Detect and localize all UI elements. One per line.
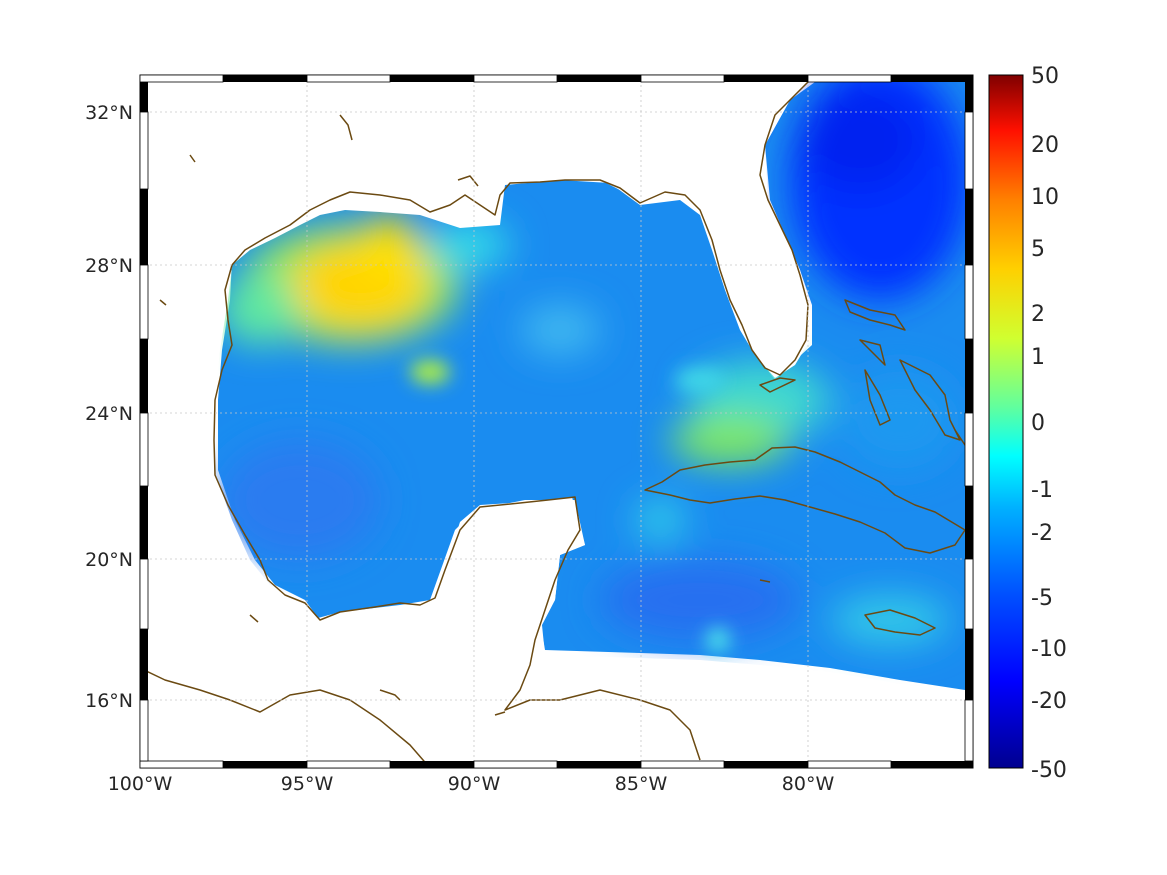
coastline-bahamas: [759, 299, 961, 441]
colorbar-label: 20: [1031, 133, 1059, 158]
gridlines: [140, 75, 973, 768]
coastline-gulf: [213, 75, 816, 761]
lon-tick-label: 90°W: [448, 773, 501, 795]
coastlines: [140, 75, 973, 768]
colorbar-label: 5: [1031, 237, 1045, 262]
data-field: [218, 75, 970, 690]
lat-tick-label: 24°N: [85, 403, 133, 425]
frame-right: [964, 82, 974, 762]
land: [140, 75, 973, 768]
lat-tick-label: 28°N: [85, 255, 133, 277]
colorbar-labels: 50 20 10 5 2 1 0 -1 -2 -5 -10 -20 -50: [1031, 64, 1067, 783]
land-north-america: [140, 75, 973, 768]
colorbar-label: -5: [1031, 586, 1053, 611]
lat-tick-label: 32°N: [85, 102, 133, 124]
lat-tick-label: 20°N: [85, 549, 133, 571]
frame-left: [139, 82, 149, 762]
frame-bottom: [139, 760, 973, 769]
colorbar-label: 50: [1031, 64, 1059, 89]
coastline-cuba: [644, 446, 966, 554]
lon-tick-label: 95°W: [281, 773, 334, 795]
coastline-central-america-pacific: [140, 667, 431, 768]
colorbar-label: -10: [1031, 637, 1067, 662]
colorbar-label: -2: [1031, 521, 1053, 546]
colorbar-label: -1: [1031, 478, 1053, 503]
coastline-jamaica: [864, 609, 936, 636]
lon-tick-label: 100°W: [108, 773, 173, 795]
colorbar-label: 0: [1031, 411, 1045, 436]
map-frame: [139, 74, 974, 769]
lon-tick-label: 80°W: [782, 773, 835, 795]
lon-tick-label: 85°W: [615, 773, 668, 795]
colorbar-gradient: [988, 74, 1024, 769]
frame-top: [139, 74, 973, 83]
colorbar-label: -50: [1031, 758, 1067, 783]
plot-area: [140, 75, 973, 768]
colorbar-label: 10: [1031, 185, 1059, 210]
colorbar-label: 1: [1031, 345, 1045, 370]
lat-tick-labels: 32°N 28°N 24°N 20°N 16°N: [85, 102, 133, 712]
coastline-islands-small: [159, 114, 771, 716]
lat-tick-label: 16°N: [85, 690, 133, 712]
lon-tick-labels: 100°W 95°W 90°W 85°W 80°W: [108, 773, 835, 795]
colorbar-label: 2: [1031, 302, 1045, 327]
colorbar-label: -20: [1031, 689, 1067, 714]
colorbar: 50 20 10 5 2 1 0 -1 -2 -5 -10 -20 -50: [988, 64, 1067, 783]
